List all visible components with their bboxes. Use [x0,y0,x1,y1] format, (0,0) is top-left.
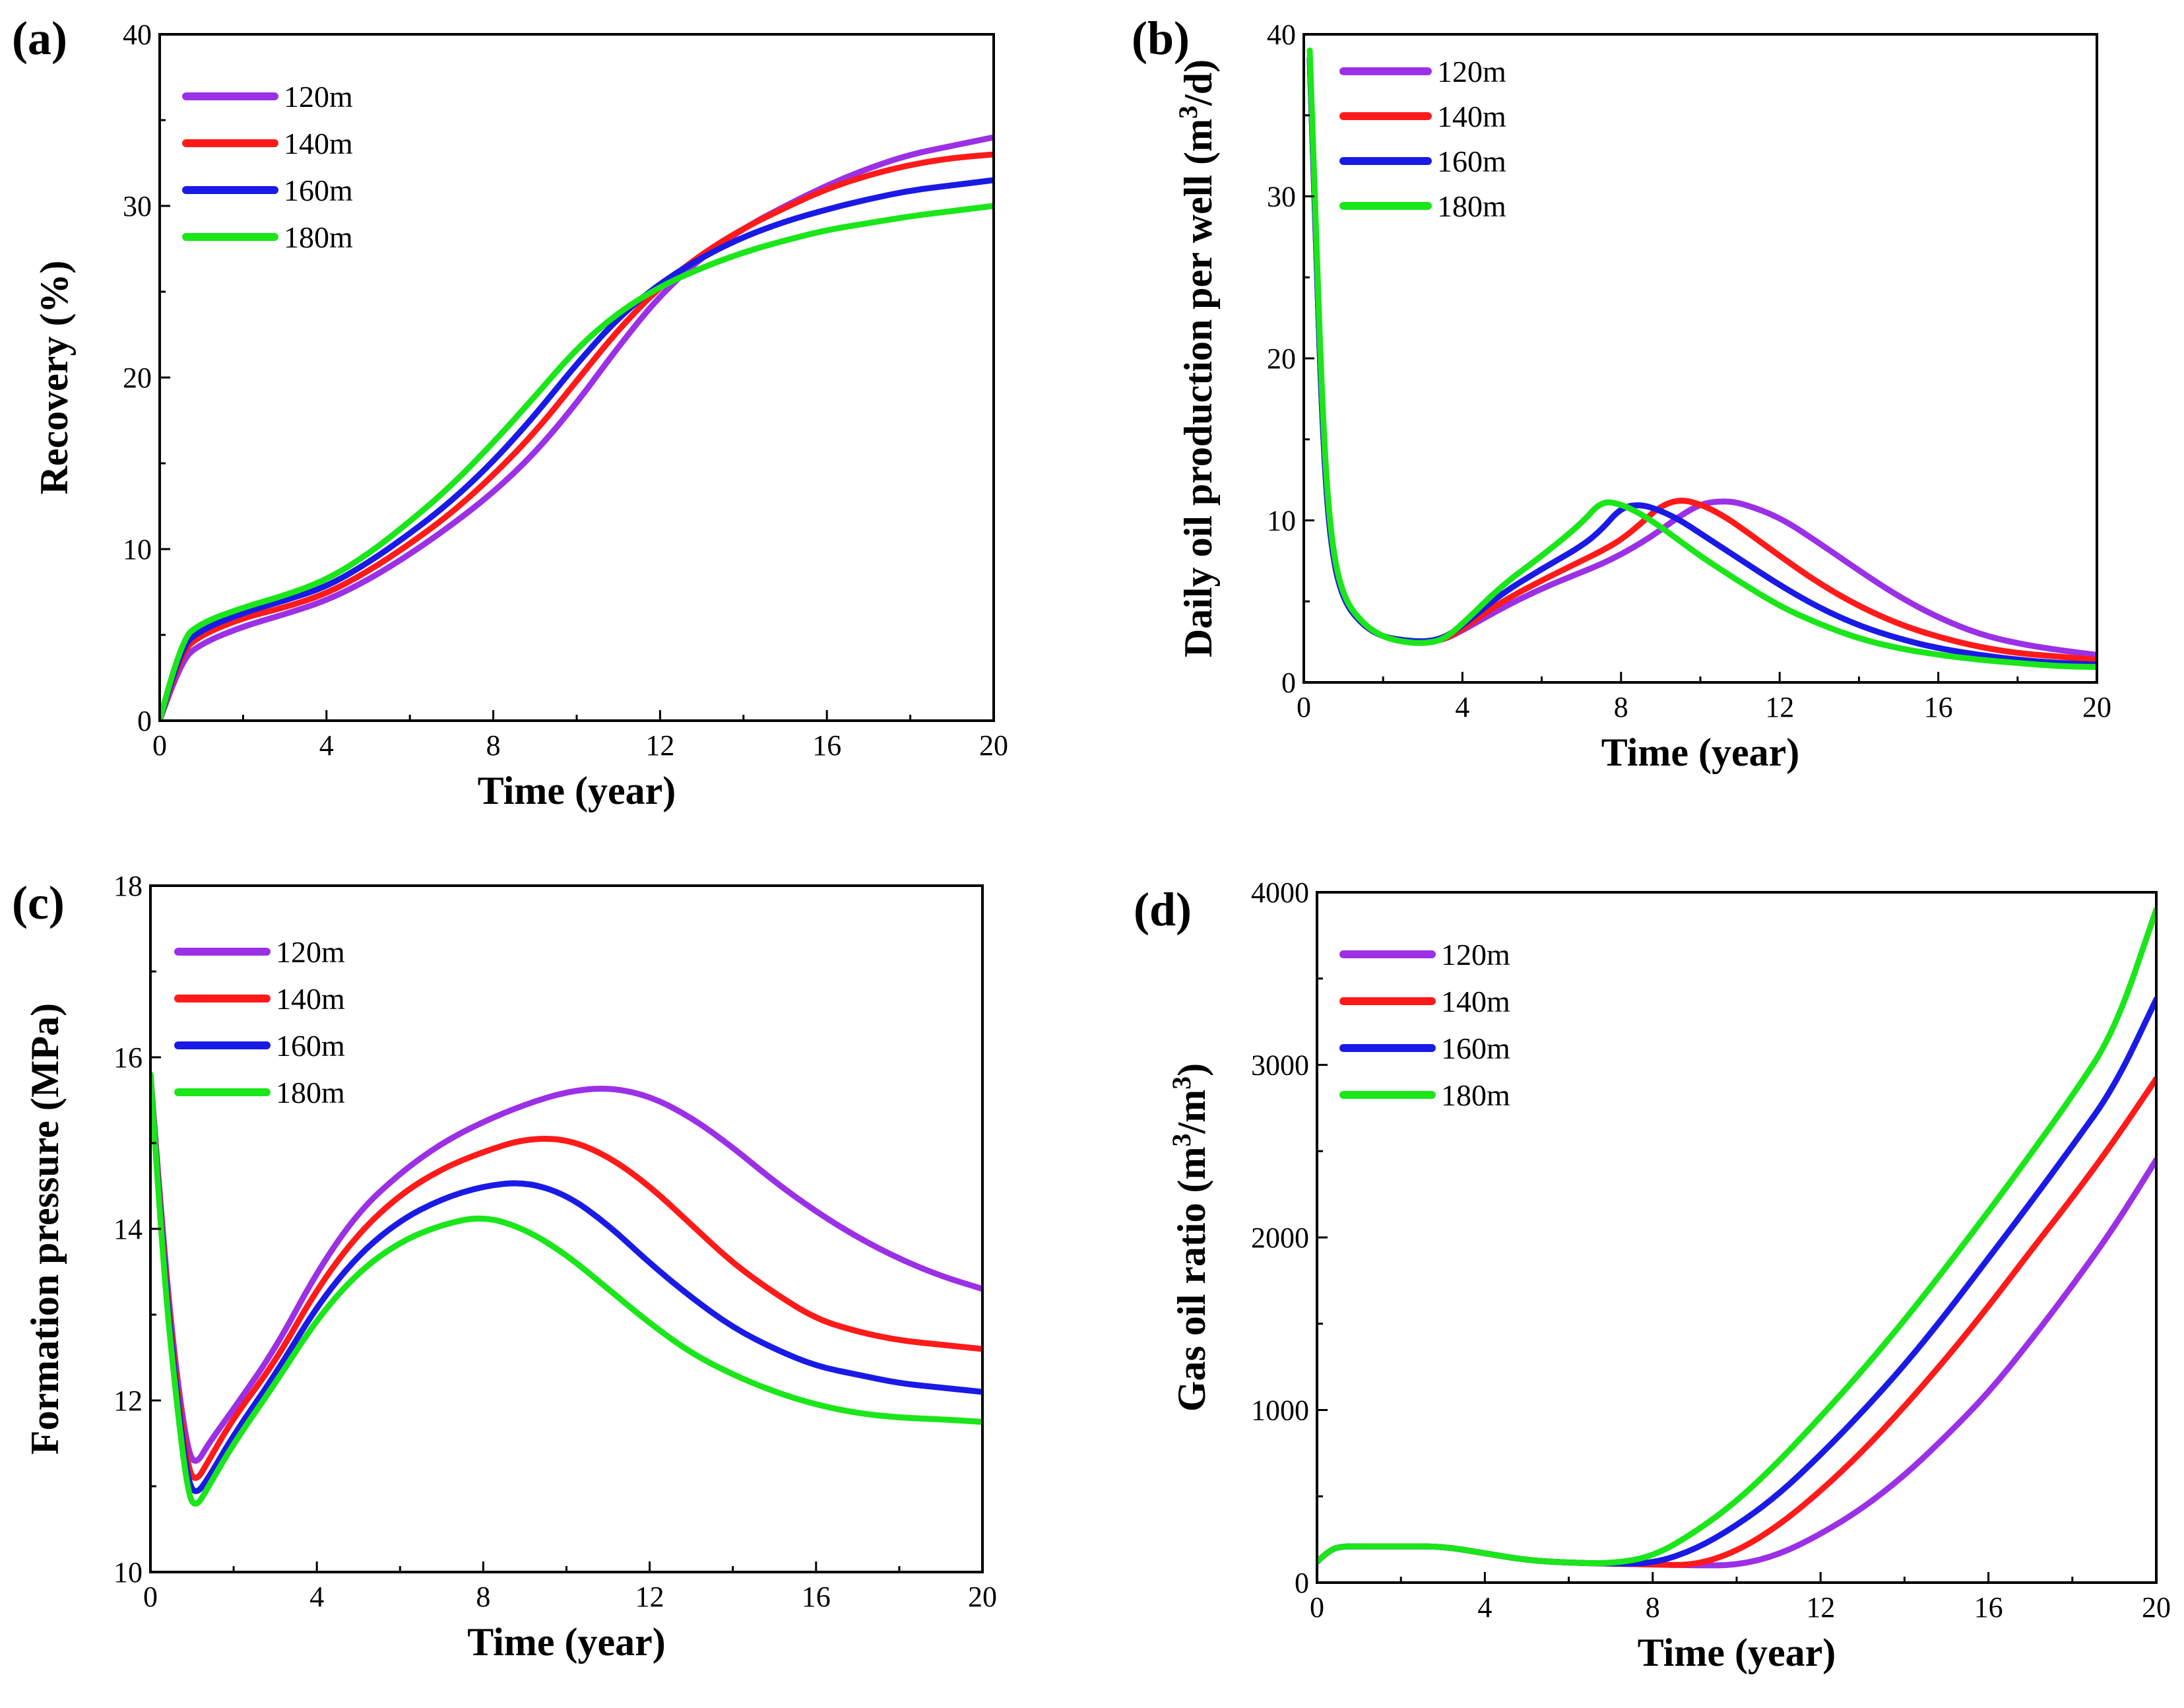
panel-c: (c) 0 4 8 12 16 20 10 12 14 16 18 Time (year) Formati… [12,870,997,1664]
panel-label: (d) [1134,883,1192,936]
x-tick-label: 16 [802,1581,831,1613]
x-tick-label: 0 [1310,1591,1324,1624]
y-tick-label: 10 [1267,505,1296,537]
x-tick-label: 0 [1297,691,1311,723]
x-tick-label: 8 [476,1581,490,1613]
series-line-180m [150,1071,982,1507]
x-tick-label: 20 [2142,1591,2171,1624]
x-tick-label: 4 [319,729,334,762]
series-line-160m [1306,55,2097,668]
legend-label-160m: 160m [1437,145,1506,178]
x-tick-label: 12 [1765,691,1794,723]
legend-label-120m: 120m [276,935,345,969]
legend-label-140m: 140m [1437,100,1506,133]
y-tick-label: 1000 [1251,1395,1309,1427]
y-tick-label: 12 [113,1385,143,1417]
x-tick-label: 8 [486,729,501,762]
x-axis-title: Time (year) [1638,1631,1836,1674]
panel-label: (b) [1132,12,1190,65]
x-tick-label: 8 [1614,691,1628,723]
series-line-180m [160,203,994,721]
y-tick-label: 3000 [1251,1049,1309,1082]
x-tick-label: 16 [1924,691,1953,723]
series-line-140m [160,151,994,721]
legend-label-180m: 180m [1441,1078,1510,1112]
x-tick-label: 16 [1974,1591,2003,1624]
x-axis-title: Time (year) [1601,731,1799,774]
y-tick-label: 20 [1267,343,1296,375]
y-tick-label: 14 [113,1213,143,1245]
y-tick-label: 0 [1281,667,1296,699]
x-tick-label: 0 [143,1581,158,1613]
legend-label-180m: 180m [284,220,353,254]
x-tick-label: 4 [309,1581,324,1613]
x-tick-label: 20 [968,1581,997,1613]
y-tick-label: 0 [1295,1567,1309,1599]
legend-label-160m: 160m [1441,1032,1510,1065]
legend-label-140m: 140m [276,982,345,1016]
y-tick-label: 30 [1267,181,1296,213]
x-tick-label: 12 [635,1581,664,1613]
legend-label-140m: 140m [284,127,353,160]
x-axis-title: Time (year) [478,769,676,812]
legend-label-180m: 180m [1437,189,1506,223]
series-line-160m [150,1071,982,1494]
legend-label-120m: 120m [1437,55,1506,88]
x-tick-label: 16 [812,729,841,762]
series-line-120m [1306,55,2097,658]
y-tick-label: 16 [113,1041,143,1074]
y-axis-title: Recovery (%) [32,261,76,495]
x-axis-title: Time (year) [467,1620,665,1664]
series-line-140m [150,1071,982,1481]
y-tick-label: 4000 [1251,876,1309,909]
y-tick-label: 30 [123,190,152,222]
y-axis-title: Gas oil ratio (m3/m3) [1167,1063,1213,1412]
series-line-120m [160,134,994,721]
panel-label: (a) [12,12,67,65]
series-line-180m [1317,906,2156,1567]
x-tick-label: 0 [152,729,167,762]
y-tick-label: 0 [137,705,152,737]
y-tick-label: 2000 [1251,1222,1309,1254]
y-tick-label: 18 [113,870,143,902]
y-tick-label: 20 [123,362,152,394]
panel-b: (b) 0 4 8 12 16 20 0 10 20 30 40 Time (year) Daily oi… [1132,12,2111,774]
series-line-160m [160,177,994,721]
legend-label-180m: 180m [276,1076,345,1109]
x-tick-label: 20 [979,729,1008,762]
y-tick-label: 40 [1267,18,1296,51]
series-line-140m [1306,55,2097,663]
series-line-120m [150,1071,982,1464]
y-axis-title: Daily oil production per well (m3/d) [1173,59,1220,657]
legend-label-120m: 120m [1441,938,1510,971]
panel-label: (c) [12,876,65,929]
series-line-120m [1317,1156,2156,1569]
panel-a: (a) 0 4 8 12 16 20 0 10 20 30 40 Time (year) Recovery… [12,12,1008,812]
y-tick-label: 10 [113,1556,143,1589]
series-line-180m [1306,48,2097,671]
legend-label-120m: 120m [284,80,353,114]
x-tick-label: 12 [645,729,674,762]
x-tick-label: 20 [2082,691,2111,723]
legend-label-140m: 140m [1441,985,1510,1018]
x-tick-label: 12 [1806,1591,1835,1624]
y-axis-title: Formation pressure (MPa) [23,1003,67,1455]
y-tick-label: 40 [123,18,152,51]
legend-label-160m: 160m [276,1029,345,1063]
x-tick-label: 4 [1455,691,1469,723]
x-tick-label: 4 [1477,1591,1492,1624]
y-tick-label: 10 [123,533,152,566]
plot-frame [1302,33,2098,684]
panel-d: (d) 0 4 8 12 16 20 0 1000 2000 3000 4000 Time (year)… [1134,876,2171,1674]
legend-label-160m: 160m [284,174,353,207]
x-tick-label: 8 [1646,1591,1660,1624]
